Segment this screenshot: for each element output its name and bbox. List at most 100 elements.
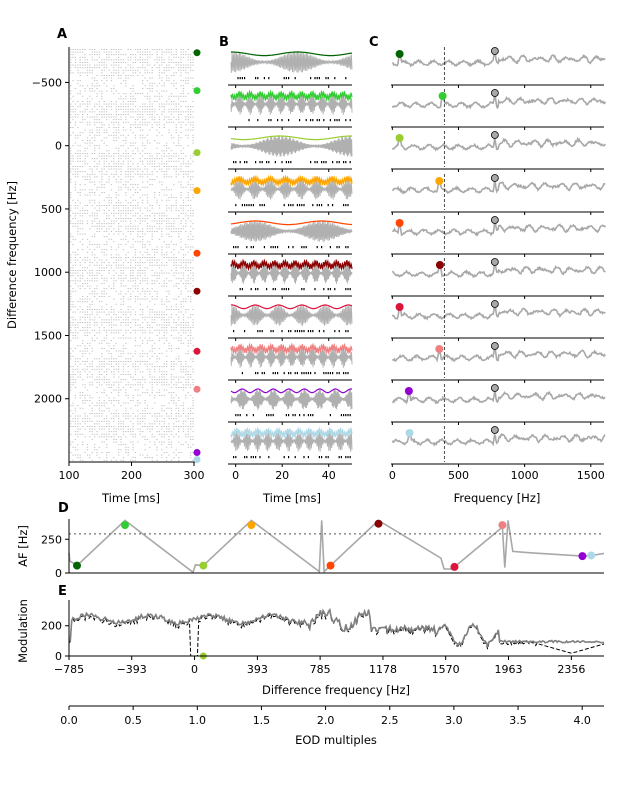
spike-mark <box>154 168 156 170</box>
spike-mark <box>118 264 120 266</box>
spike-mark <box>118 389 120 391</box>
spike-mark <box>190 446 192 448</box>
spike-mark <box>113 215 115 217</box>
spike-mark <box>118 384 120 386</box>
spike-mark <box>142 340 144 342</box>
spike-mark <box>72 316 74 318</box>
spike-mark <box>125 225 127 227</box>
spike-mark <box>106 446 108 448</box>
spike-mark <box>166 155 168 157</box>
spike-mark <box>96 454 98 456</box>
spike-mark <box>139 275 141 277</box>
spike-mark <box>137 270 139 271</box>
spike-mark <box>94 433 96 435</box>
panel-a-marker <box>193 49 201 57</box>
spike-mark <box>113 69 115 71</box>
spike-mark <box>94 184 96 186</box>
spike-mark <box>130 145 132 147</box>
spike-mark <box>163 51 165 53</box>
spike-mark <box>118 181 120 183</box>
spike-mark <box>70 381 72 383</box>
spike-mark <box>175 262 177 264</box>
spike-mark <box>98 51 101 53</box>
spike-mark <box>151 90 153 92</box>
spike-mark <box>77 199 79 201</box>
spike-mark <box>156 272 158 274</box>
panel-c-x-label: Frequency [Hz] <box>454 491 541 505</box>
spike-mark <box>127 77 129 79</box>
spike-mark <box>110 101 113 102</box>
spike-mark <box>70 56 72 58</box>
spike-mark <box>137 428 139 430</box>
spike-mark <box>122 111 125 113</box>
spike-mark <box>91 51 93 53</box>
spike-mark <box>115 197 117 199</box>
spike-mark <box>120 163 122 165</box>
spike-mark <box>130 67 132 69</box>
spike-mark <box>149 257 151 258</box>
spike-tick <box>323 119 325 122</box>
spike-mark <box>163 342 165 344</box>
spike-mark <box>134 199 137 201</box>
spike-mark <box>142 309 144 310</box>
spike-tick <box>248 119 250 122</box>
spike-mark <box>86 306 89 308</box>
spike-mark <box>77 160 79 162</box>
spike-mark <box>130 288 132 290</box>
spike-mark <box>134 345 137 347</box>
spike-mark <box>91 215 93 217</box>
spike-mark <box>77 150 79 152</box>
spike-mark <box>122 277 125 279</box>
panel-b-envelope <box>230 258 353 272</box>
spike-mark <box>74 283 77 284</box>
spike-tick <box>244 161 246 164</box>
spike-mark <box>94 413 96 414</box>
spike-mark <box>151 407 153 409</box>
spike-mark <box>108 106 110 108</box>
spike-mark <box>175 309 177 310</box>
spike-mark <box>182 407 185 409</box>
spike-mark <box>103 270 105 271</box>
spike-mark <box>146 186 149 188</box>
spike-tick <box>281 288 283 291</box>
spike-tick <box>277 372 279 375</box>
spike-mark <box>166 428 168 430</box>
spike-mark <box>180 228 182 230</box>
spike-mark <box>187 111 189 113</box>
spike-mark <box>144 54 146 56</box>
spike-mark <box>79 319 81 321</box>
spike-mark <box>139 298 141 300</box>
spike-mark <box>113 75 115 76</box>
spike-mark <box>137 163 139 165</box>
spike-mark <box>142 454 144 456</box>
spike-mark <box>170 459 173 461</box>
spike-mark <box>77 145 79 147</box>
spike-mark <box>137 324 139 326</box>
spike-mark <box>115 368 117 370</box>
spike-mark <box>134 301 137 303</box>
spike-tick <box>347 414 349 417</box>
spike-mark <box>173 259 175 261</box>
spike-mark <box>122 218 125 219</box>
spike-mark <box>115 90 117 92</box>
spike-mark <box>91 205 93 206</box>
spike-mark <box>178 288 180 290</box>
spike-mark <box>77 431 79 433</box>
spike-mark <box>115 101 117 102</box>
spike-mark <box>173 298 175 300</box>
spike-mark <box>86 142 89 144</box>
spike-mark <box>125 277 127 279</box>
spike-mark <box>139 176 141 178</box>
spike-mark <box>113 207 115 209</box>
spike-tick <box>274 288 276 291</box>
spike-mark <box>182 423 185 425</box>
spike-mark <box>185 119 187 121</box>
spike-mark <box>82 301 84 303</box>
spike-mark <box>139 423 141 425</box>
spike-mark <box>182 277 185 279</box>
spike-mark <box>113 285 115 287</box>
spike-mark <box>151 363 153 365</box>
spike-mark <box>142 257 144 258</box>
spike-mark <box>94 244 96 245</box>
spike-mark <box>70 64 72 66</box>
